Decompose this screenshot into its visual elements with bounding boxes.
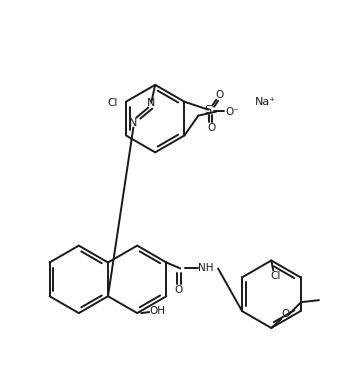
Text: Cl: Cl xyxy=(270,271,280,282)
Text: N: N xyxy=(129,118,138,127)
Text: Na⁺: Na⁺ xyxy=(255,97,277,107)
Text: O⁻: O⁻ xyxy=(225,107,239,117)
Text: OH: OH xyxy=(149,306,165,316)
Text: O: O xyxy=(215,90,223,100)
Text: O: O xyxy=(174,285,182,295)
Text: N: N xyxy=(147,98,156,108)
Text: S: S xyxy=(205,105,212,115)
Text: Cl: Cl xyxy=(107,98,117,108)
Text: O: O xyxy=(281,309,289,319)
Text: O: O xyxy=(207,122,215,133)
Text: NH: NH xyxy=(199,264,214,273)
